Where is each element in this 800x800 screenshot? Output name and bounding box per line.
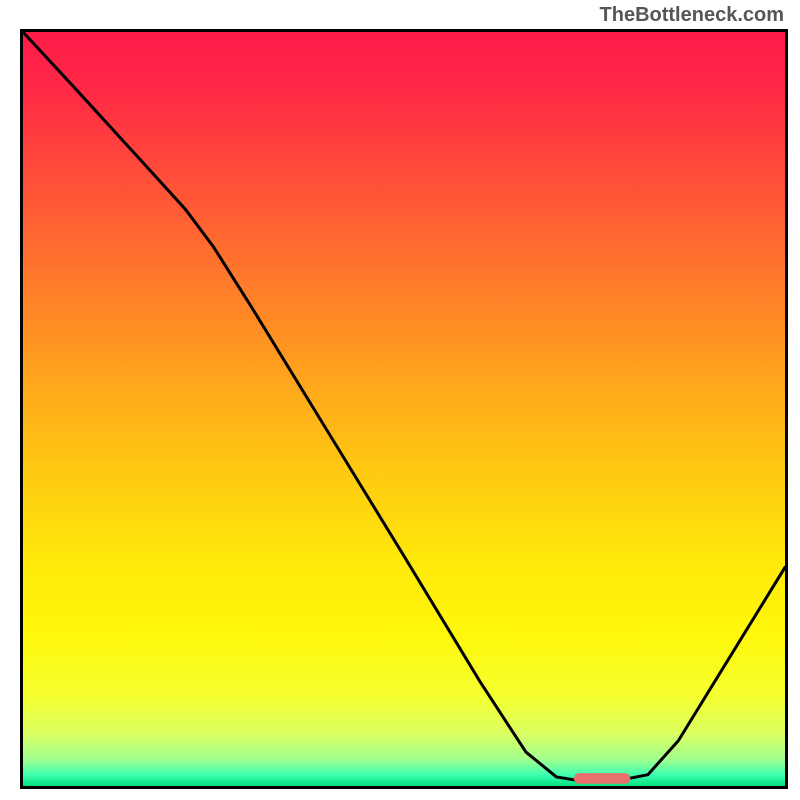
plot-area <box>23 32 785 786</box>
curve-svg <box>23 32 785 786</box>
chart-container: TheBottleneck.com <box>0 0 800 800</box>
watermark-text: TheBottleneck.com <box>600 4 784 27</box>
performance-curve <box>23 32 785 781</box>
optimal-marker <box>574 773 630 784</box>
